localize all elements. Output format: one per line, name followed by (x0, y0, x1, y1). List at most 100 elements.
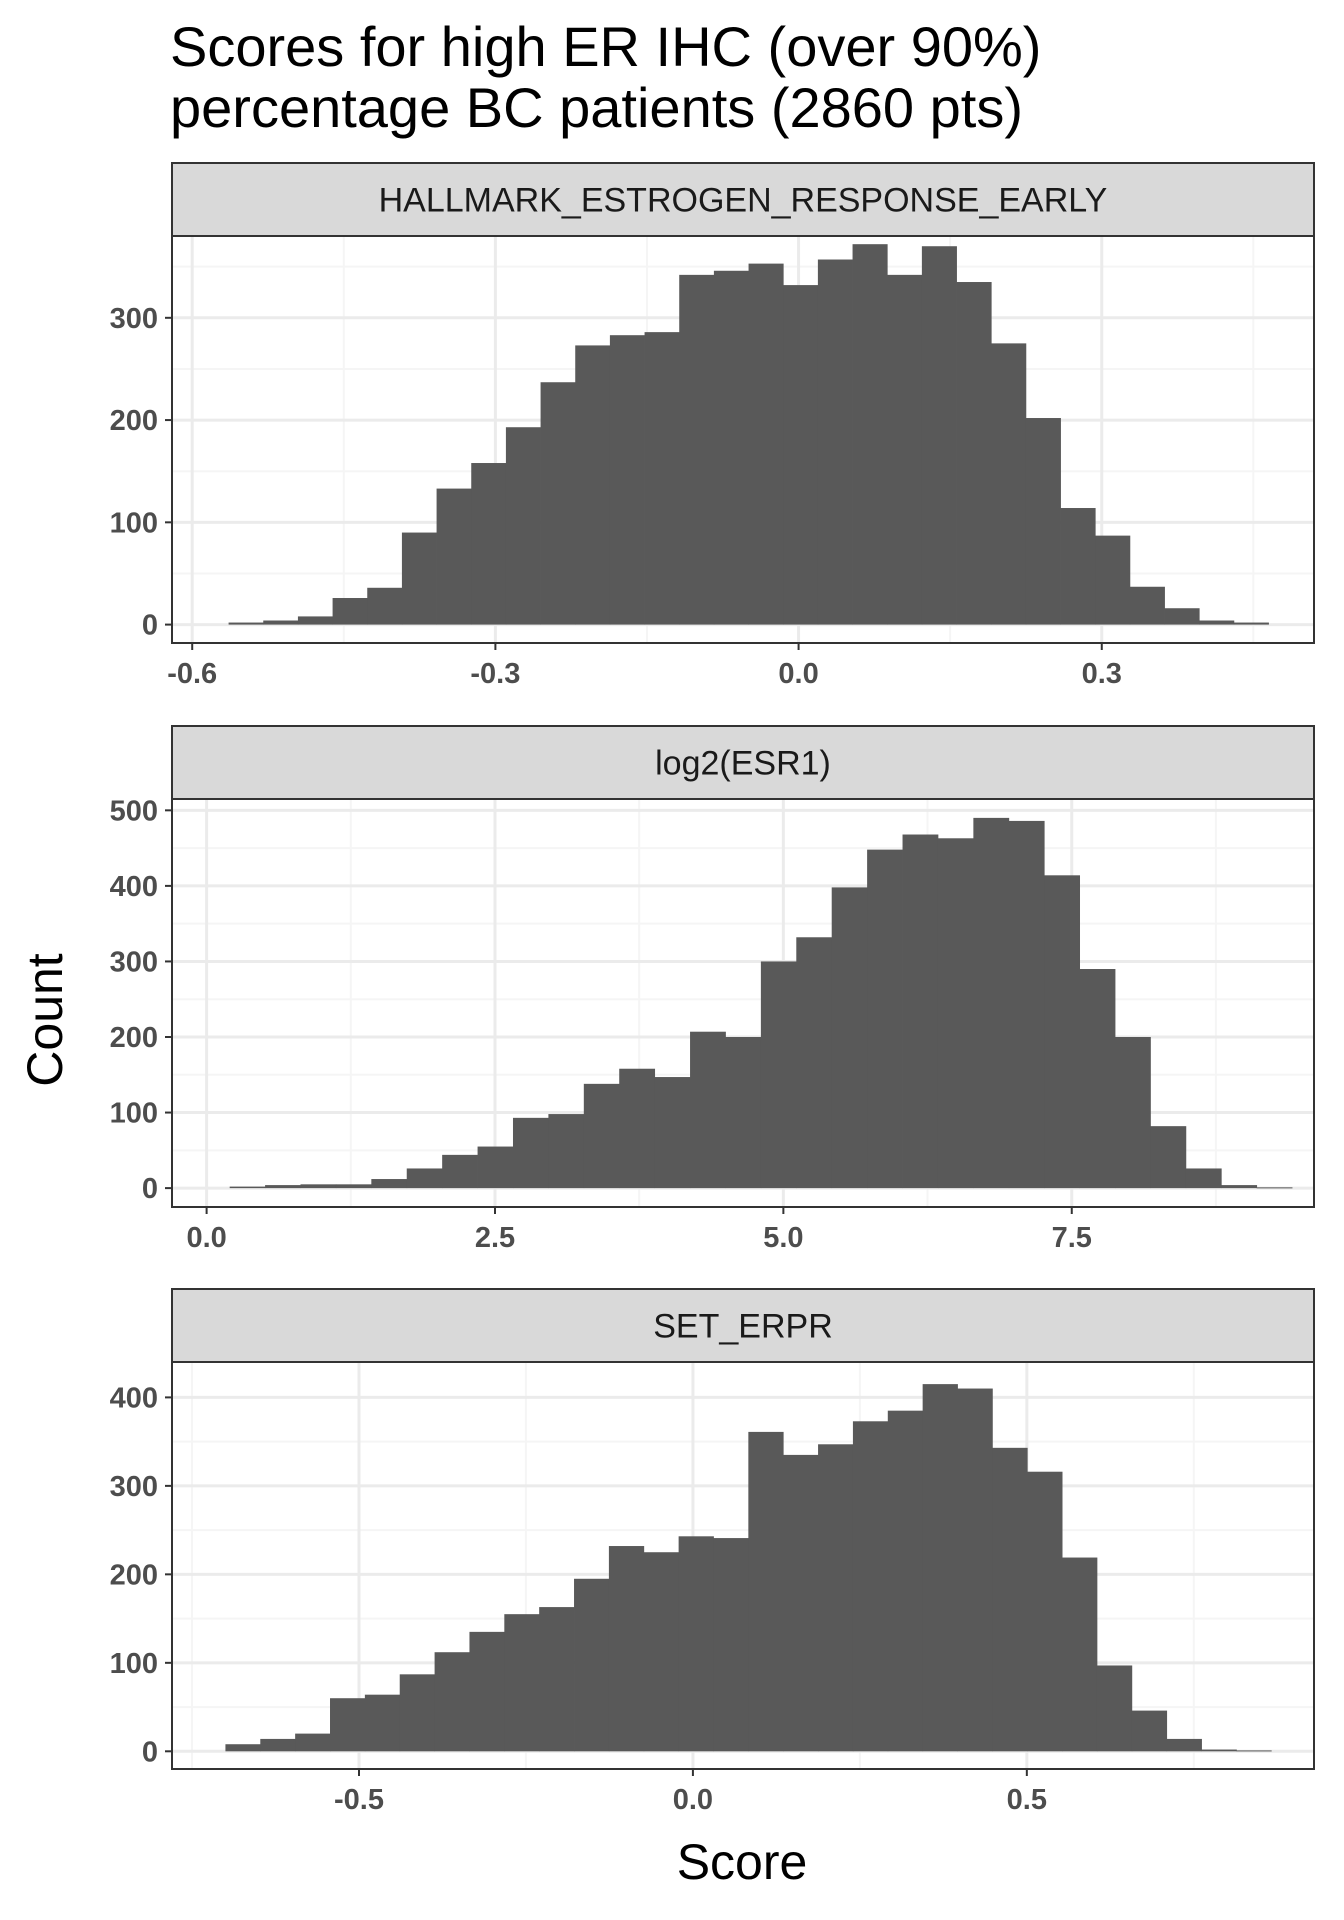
x-tick-label: 0.3 (1082, 658, 1122, 690)
histogram-bar (265, 1185, 301, 1189)
histogram-bar (583, 1083, 620, 1189)
histogram-bar (228, 622, 264, 625)
histogram-bar (263, 620, 299, 625)
histogram-bar (609, 335, 645, 625)
y-tick-label: 400 (110, 871, 158, 903)
x-tick-label: 0.0 (673, 1784, 713, 1816)
x-tick-label: 0.0 (186, 1222, 226, 1254)
histogram-bar (512, 1117, 549, 1189)
histogram-bar (921, 246, 957, 625)
histogram-bar (956, 282, 992, 625)
histogram-bar (818, 1444, 854, 1752)
histogram-bar (225, 1744, 261, 1752)
histogram-bar (937, 838, 974, 1189)
x-tick-label: 7.5 (1052, 1222, 1092, 1254)
histogram-bar (608, 1546, 645, 1752)
panel-border (171, 1361, 1315, 1770)
histogram-bar (1060, 508, 1096, 625)
y-tick-label: 100 (110, 507, 158, 539)
histogram-bar (1164, 608, 1200, 625)
histogram-bar (1166, 1738, 1202, 1752)
histogram-bar (335, 1184, 372, 1189)
histogram-bar (1062, 1557, 1098, 1752)
histogram-bar (1095, 535, 1131, 625)
histogram-bar (434, 1652, 470, 1752)
histogram-bar (748, 1431, 784, 1752)
x-tick-label: -0.5 (334, 1784, 384, 1816)
histogram-bar (1201, 1749, 1237, 1752)
histogram-bar (442, 1154, 478, 1189)
facet-strip (171, 162, 1315, 237)
histogram-bar (852, 244, 888, 625)
histogram-bar (644, 332, 680, 625)
histogram-bar (831, 887, 868, 1189)
x-tick-label: 2.5 (475, 1222, 515, 1254)
y-tick-label: 300 (110, 1471, 158, 1503)
histogram-bar (469, 1631, 505, 1752)
facet-panel-2: log2(ESR1) 0 100 200 300 400 500 0.0 2.5 5.0 7.5 (110, 725, 1315, 1254)
histogram-bar (399, 1674, 435, 1752)
histogram-bar (887, 274, 923, 625)
histogram-bar (504, 1614, 540, 1752)
y-tick-label: 400 (110, 1382, 158, 1414)
histogram-bar (713, 1538, 749, 1752)
histogram-bar (575, 345, 611, 625)
y-tick-label: 0 (142, 610, 158, 642)
histogram-bar (364, 1694, 401, 1752)
histogram-bar (678, 1536, 714, 1752)
histogram-bar (1096, 1665, 1133, 1752)
x-tick-label: -0.3 (470, 658, 520, 690)
facet-panels: HALLMARK_ESTROGEN_RESPONSE_EARLY 0 100 200 3… (110, 162, 1315, 1816)
histogram-bar (471, 463, 507, 625)
histogram-bar (690, 1031, 726, 1189)
x-tick-label: 0.5 (1007, 1784, 1047, 1816)
histogram-bar (957, 1388, 993, 1752)
y-tick-label: 200 (110, 405, 158, 437)
histogram-bar (297, 616, 333, 625)
histogram-bar (760, 961, 797, 1189)
histogram-bar (295, 1733, 331, 1752)
panel-border (171, 235, 1315, 644)
histogram-bar (540, 382, 576, 625)
histogram-bar (367, 587, 403, 625)
histogram-bar (992, 1447, 1028, 1752)
histogram-bar (1027, 1471, 1063, 1752)
histogram-bar (330, 1698, 366, 1752)
facet-panel-1: HALLMARK_ESTROGEN_RESPONSE_EARLY 0 100 200 3… (110, 162, 1315, 690)
histogram-bar (748, 263, 784, 625)
y-tick-label: 200 (110, 1559, 158, 1591)
histogram-bar (922, 1384, 958, 1752)
histogram-bar (1115, 1037, 1151, 1189)
histogram-bar (1185, 1168, 1222, 1189)
chart-title-line-2: percentage BC patients (2860 pts) (170, 76, 1023, 139)
histogram-bar (713, 270, 749, 625)
histogram-bar (539, 1607, 575, 1752)
histogram-bar (300, 1184, 337, 1189)
facet-panel-3: SET_ERPR 0 100 200 300 400 -0.5 0.0 0.5 (110, 1288, 1315, 1816)
histogram-bar (902, 834, 939, 1189)
y-tick-label: 0 (142, 1173, 158, 1205)
histogram-bar (505, 427, 541, 625)
histogram-bar (1233, 622, 1269, 625)
histogram-bar (1079, 969, 1116, 1189)
chart-title-line-1: Scores for high ER IHC (over 90%) (170, 15, 1041, 78)
histogram-bar (973, 817, 1010, 1189)
x-tick-label: 5.0 (763, 1222, 803, 1254)
histogram-bar (1008, 820, 1045, 1189)
histogram-bar (1236, 1750, 1272, 1752)
panel-border (171, 798, 1315, 1208)
histogram-bar (406, 1168, 443, 1189)
histogram-bar (643, 1552, 680, 1752)
histogram-bar (1256, 1187, 1293, 1189)
x-tick-label: -0.6 (167, 658, 217, 690)
histogram-bar (1129, 586, 1165, 625)
y-tick-label: 0 (142, 1736, 158, 1768)
histogram-bar (867, 849, 903, 1189)
histogram-bar (1199, 620, 1235, 625)
histogram-bar (401, 532, 437, 625)
facet-strip-label: log2(ESR1) (655, 745, 831, 783)
facet-strip (171, 1288, 1315, 1363)
histogram-bar (852, 1421, 889, 1752)
facet-strip-label: SET_ERPR (653, 1308, 833, 1346)
